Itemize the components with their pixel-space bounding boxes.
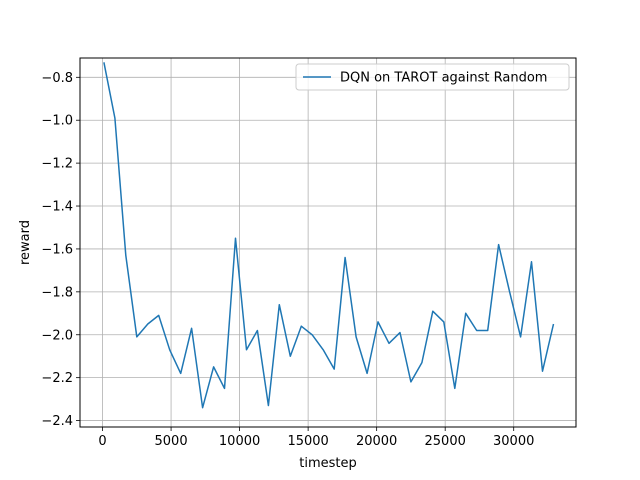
y-axis: −2.4 −2.2 −2.0 −1.8 −1.6 −1.4 −1.2 −1.0 −0.8	[41, 71, 80, 429]
x-tick-label: 20000	[356, 434, 397, 449]
plot-frame	[79, 57, 577, 428]
y-tick-label: −2.2	[41, 371, 73, 386]
legend: DQN on TAROT against Random	[295, 63, 570, 91]
y-tick-label: −1.2	[41, 157, 73, 172]
y-tick-label: −1.8	[41, 285, 73, 300]
x-axis-label: timestep	[299, 456, 357, 471]
x-tick-label: 10000	[219, 434, 260, 449]
y-tick-label: −1.4	[41, 200, 73, 215]
x-tick-label: 25000	[425, 434, 466, 449]
legend-box	[295, 63, 570, 91]
x-tick-label: 5000	[155, 434, 188, 449]
y-tick-label: −1.6	[41, 242, 73, 257]
legend-label: DQN on TAROT against Random	[340, 71, 547, 86]
grid-lines	[80, 58, 576, 427]
y-tick-label: −2.4	[41, 414, 73, 429]
y-tick-label: −0.8	[41, 71, 73, 86]
x-tick-label: 0	[98, 434, 106, 449]
y-axis-label: reward	[18, 220, 33, 265]
series-layer	[103, 62, 555, 409]
y-tick-label: −2.0	[41, 328, 73, 343]
x-tick-label: 30000	[493, 434, 534, 449]
y-tick-label: −1.0	[41, 114, 73, 129]
x-axis: 0 5000 10000 15000 20000 25000 30000	[98, 427, 534, 449]
series-line	[103, 62, 555, 409]
x-tick-label: 15000	[287, 434, 328, 449]
